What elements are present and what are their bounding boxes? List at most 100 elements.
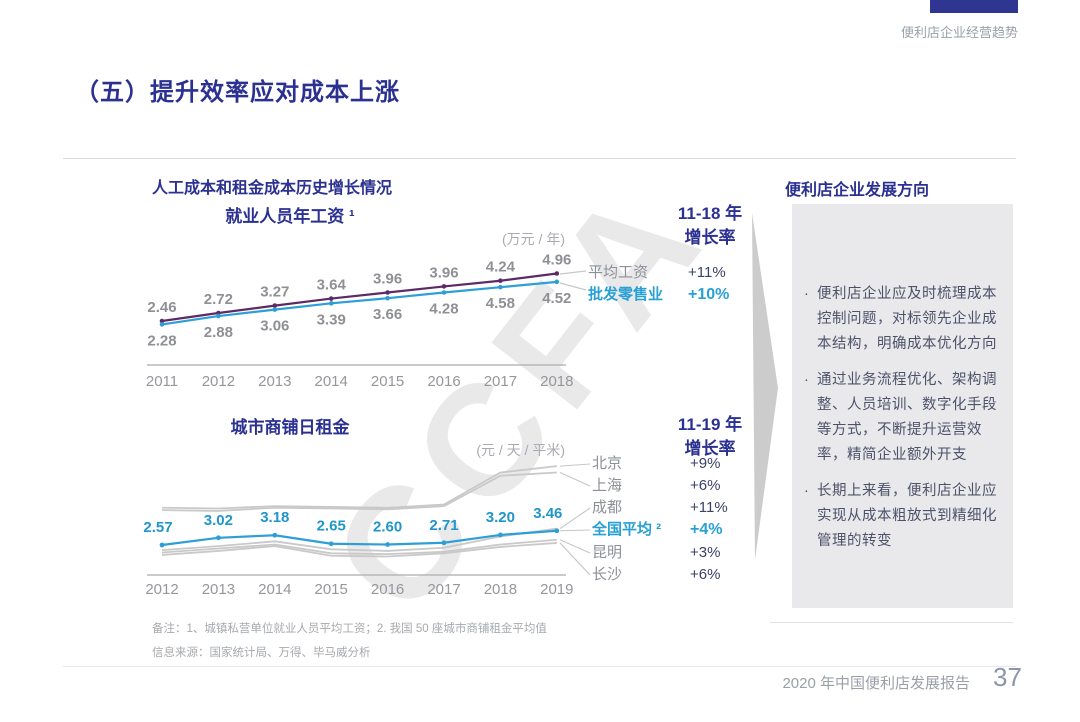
national-average-marker <box>159 542 165 548</box>
footer-divider <box>63 666 1016 667</box>
legend-chengdu: 成都 +11% <box>592 497 772 519</box>
rent-chart-title: 城市商铺日租金 <box>230 418 350 437</box>
wage-growth-header: 11-18 年 增长率 <box>650 202 770 250</box>
wage-year-tick: 2014 <box>315 373 348 390</box>
wholesale-retail-line-marker <box>385 295 390 301</box>
legend-shanghai-label: 上海 <box>592 477 623 494</box>
page-title: （五）提升效率应对成本上涨 <box>75 79 400 106</box>
national-average-marker <box>554 528 560 534</box>
legend-avg-wage-growth-rate: +11% <box>688 264 726 281</box>
rent-legend-leader <box>559 542 591 576</box>
wage-value-label: 3.96 <box>429 264 458 281</box>
bullet-dot-icon: · <box>804 483 810 499</box>
rent-value-label: 3.02 <box>204 512 233 529</box>
legend-wholesale-retail-label: 批发零售业 <box>588 286 664 303</box>
wage-year-tick: 2011 <box>146 373 178 390</box>
right-panel-title: 便利店企业发展方向 <box>785 182 930 199</box>
wage-value-label: 3.27 <box>260 284 289 301</box>
wage-value-label: 2.46 <box>147 299 176 316</box>
legend-chengdu-label: 成都 <box>592 499 623 516</box>
rent-value-label: 2.57 <box>143 519 172 536</box>
legend-shanghai: 上海 +6% <box>592 475 772 497</box>
avg-wage-line-marker <box>272 303 278 308</box>
legend-kunming-growth-rate: +3% <box>690 544 721 561</box>
wage-chart-title: 就业人员年工资 ¹ <box>225 207 355 226</box>
wage-value-label: 3.64 <box>317 277 347 294</box>
bullet-text: 通过业务流程优化、架构调整、人员培训、数字化手段等方式，不断提升运营效率，精简企… <box>817 372 997 463</box>
rent-growth-header: 11-19 年 增长率 <box>650 413 770 461</box>
rent-year-tick: 2012 <box>145 581 178 598</box>
right-panel-box <box>792 204 1013 608</box>
bullet-dot-icon: · <box>804 286 810 302</box>
avg-wage-line-marker <box>159 318 165 324</box>
national-average-marker <box>216 535 221 541</box>
header-accent-bar <box>930 0 1018 13</box>
rent-year-tick: 2018 <box>484 581 517 598</box>
rent-chart-unit: (元 / 天 / 平米) <box>476 442 565 458</box>
legend-national-average-label: 全国平均 ² <box>592 521 662 538</box>
wage-chart-unit: (万元 / 年) <box>502 231 565 247</box>
legend-shanghai-growth-rate: +6% <box>690 477 721 494</box>
national-average-marker <box>272 532 278 538</box>
rent-year-tick: 2013 <box>202 581 235 598</box>
legend-changsha-growth-rate: +6% <box>690 566 721 583</box>
wage-year-tick: 2012 <box>202 373 235 390</box>
avg-wage-line-marker <box>385 290 390 295</box>
legend-kunming: 昆明 +3% <box>592 542 772 564</box>
rent-legend-leader <box>559 529 591 532</box>
development-bullet-3: · 长期上来看，便利店企业应实现从成本粗放式到精细化管理的转变 <box>802 479 1002 554</box>
wage-growth-header-line1: 11-18 年 <box>677 204 743 223</box>
right-panel-divider <box>770 622 1013 623</box>
wage-value-label: 3.39 <box>317 311 346 328</box>
wage-value-label: 2.72 <box>204 291 233 308</box>
legend-beijing-growth-rate: +9% <box>690 455 721 472</box>
wage-value-label: 4.28 <box>429 301 458 318</box>
legend-beijing-label: 北京 <box>592 455 623 472</box>
legend-national-average-growth-rate: +4% <box>690 521 723 538</box>
title-divider <box>63 158 1016 159</box>
bullet-dot-icon: · <box>804 372 810 388</box>
section-title: 人工成本和租金成本历史增长情况 <box>152 180 393 197</box>
legend-changsha: 长沙 +6% <box>592 564 772 586</box>
footnote-line2: 信息来源：国家统计局、万得、毕马威分析 <box>152 647 371 659</box>
wholesale-retail-line-marker <box>272 307 278 312</box>
avg-wage-line-marker <box>441 284 447 289</box>
footnote-line1: 备注：1、城镇私营单位就业人员平均工资；2. 我国 50 座城市商铺租金平均值 <box>152 623 547 635</box>
legend-avg-wage: 平均工资 +11% <box>588 262 768 284</box>
wage-growth-header-line2: 增长率 <box>684 228 736 247</box>
legend-beijing: 北京 +9% <box>592 453 772 475</box>
legend-chengdu-growth-rate: +11% <box>690 499 728 516</box>
wholesale-retail-line-marker <box>328 301 334 306</box>
rent-value-label: 3.18 <box>260 509 289 526</box>
legend-wholesale-retail-growth-rate: +10% <box>688 286 730 303</box>
rent-legend-leader <box>559 507 591 529</box>
wage-year-tick: 2013 <box>258 373 291 390</box>
footer-report-title: 2020 年中国便利店发展报告 <box>782 675 970 692</box>
wholesale-retail-line-marker <box>216 313 221 319</box>
wage-value-label: 3.66 <box>373 306 402 323</box>
legend-national-average: 全国平均 ² +4% <box>592 519 772 541</box>
page-number: 37 <box>993 662 1022 692</box>
rent-year-tick: 2019 <box>540 581 573 598</box>
legend-changsha-label: 长沙 <box>592 566 623 583</box>
wholesale-retail-line-marker <box>159 322 165 327</box>
bullet-text: 长期上来看，便利店企业应实现从成本粗放式到精细化管理的转变 <box>817 483 997 549</box>
wage-value-label: 3.06 <box>260 318 289 335</box>
avg-wage-line-marker <box>328 296 334 301</box>
rent-growth-header-line2: 增长率 <box>684 439 736 458</box>
right-panel-bullet-list: · 便利店企业应及时梳理成本控制问题，对标领先企业成本结构，明确成本优化方向 · 通过… <box>802 282 1002 565</box>
rent-growth-header-line1: 11-19 年 <box>677 415 743 434</box>
wage-year-tick: 2015 <box>371 373 404 390</box>
bullet-text: 便利店企业应及时梳理成本控制问题，对标领先企业成本结构，明确成本优化方向 <box>817 286 997 352</box>
chapter-label: 便利店企业经营趋势 <box>900 25 1018 40</box>
development-bullet-1: · 便利店企业应及时梳理成本控制问题，对标领先企业成本结构，明确成本优化方向 <box>802 282 1002 357</box>
development-bullet-2: · 通过业务流程优化、架构调整、人员培训、数字化手段等方式，不断提升运营效率，精简… <box>802 368 1002 468</box>
rent-legend-leader <box>559 539 591 554</box>
avg-wage-line-marker <box>216 310 221 316</box>
wage-value-label: 2.28 <box>147 332 176 349</box>
wage-value-label: 3.96 <box>373 271 402 288</box>
legend-wholesale-retail: 批发零售业 +10% <box>588 284 768 306</box>
wage-value-label: 2.88 <box>204 324 233 341</box>
legend-avg-wage-label: 平均工资 <box>588 264 649 281</box>
